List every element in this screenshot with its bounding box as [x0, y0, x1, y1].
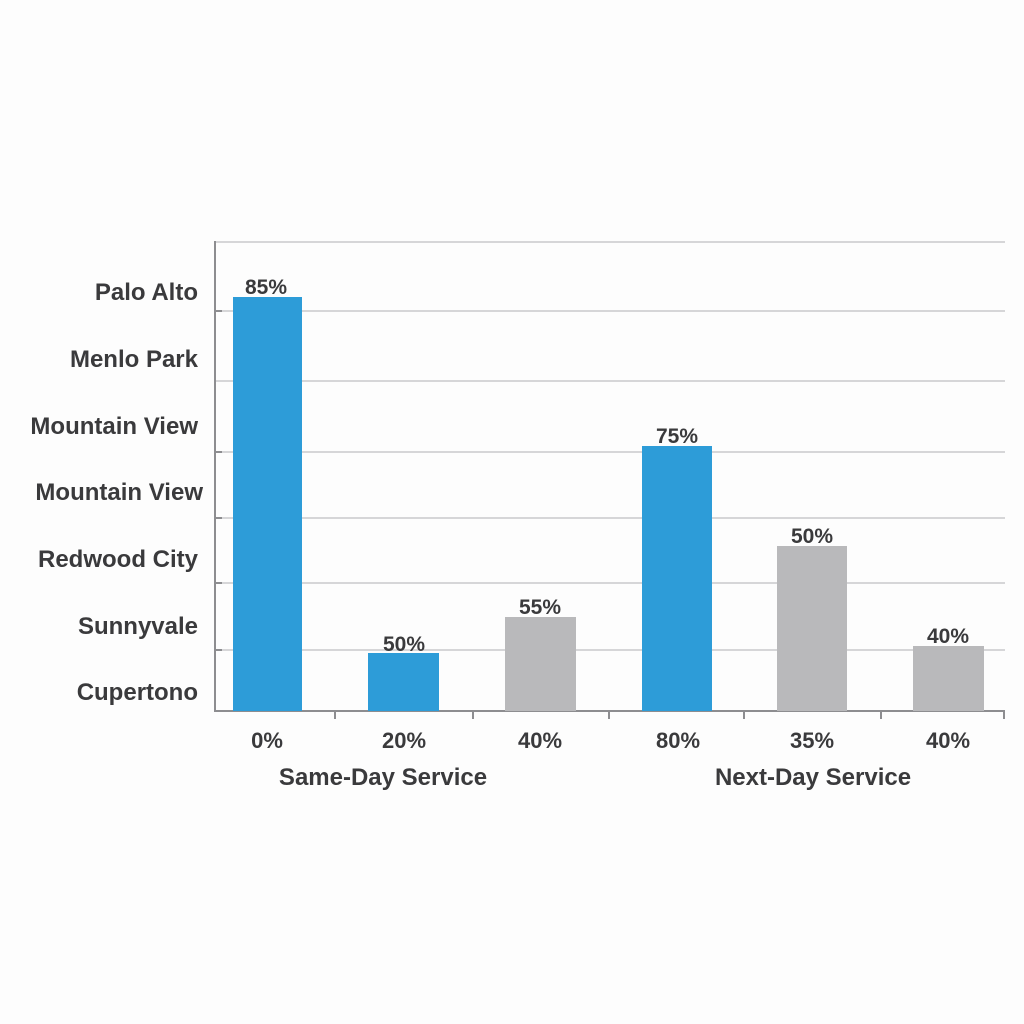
x-tick [743, 711, 745, 719]
gridline [216, 451, 1005, 453]
gridline [216, 380, 1005, 382]
x-tick [608, 711, 610, 719]
bar-same-day-2 [368, 653, 439, 711]
gridline [216, 582, 1005, 584]
x-tick-label: 0% [251, 728, 283, 753]
y-axis-label: Sunnyvale [77, 613, 198, 640]
y-axis-label: Mountain View [30, 413, 198, 440]
y-tick [214, 451, 222, 453]
x-tick-label: 40% [517, 728, 563, 753]
bar-value-label: 75% [655, 425, 699, 448]
bar-next-day-1 [642, 446, 712, 711]
gridline [216, 310, 1005, 312]
y-axis-label: Mountain View [35, 479, 203, 506]
bar-value-label: 85% [244, 276, 288, 299]
bar-next-day-3 [913, 646, 984, 711]
y-axis-label: Menlo Park [69, 346, 198, 373]
y-axis-label: Cupertono [76, 679, 198, 706]
y-tick [214, 310, 222, 312]
bar-same-day-1 [233, 297, 302, 711]
bar-value-label: 50% [382, 633, 426, 656]
gridline [216, 241, 1005, 243]
x-tick-label: 40% [925, 728, 971, 753]
bar-value-label: 55% [518, 596, 562, 619]
x-tick-label: 20% [381, 728, 427, 753]
x-tick [472, 711, 474, 719]
y-axis-label: Redwood City [38, 546, 198, 573]
bar-next-day-2 [777, 546, 847, 711]
y-tick [214, 517, 222, 519]
bar-value-label: 40% [926, 625, 970, 648]
gridline [216, 517, 1005, 519]
y-axis-line [214, 241, 216, 712]
bar-same-day-3 [505, 617, 576, 711]
gridline [216, 649, 1005, 651]
group-label-next-day: Next-Day Service [714, 764, 912, 791]
x-tick-label: 35% [789, 728, 835, 753]
y-tick [214, 582, 222, 584]
x-tick [334, 711, 336, 719]
bar-value-label: 50% [790, 525, 834, 548]
x-tick-label: 80% [655, 728, 701, 753]
x-tick [880, 711, 882, 719]
group-label-same-day: Same-Day Service [278, 764, 488, 791]
y-tick [214, 649, 222, 651]
y-axis-label: Palo Alto [94, 279, 198, 306]
x-tick [1003, 711, 1005, 719]
